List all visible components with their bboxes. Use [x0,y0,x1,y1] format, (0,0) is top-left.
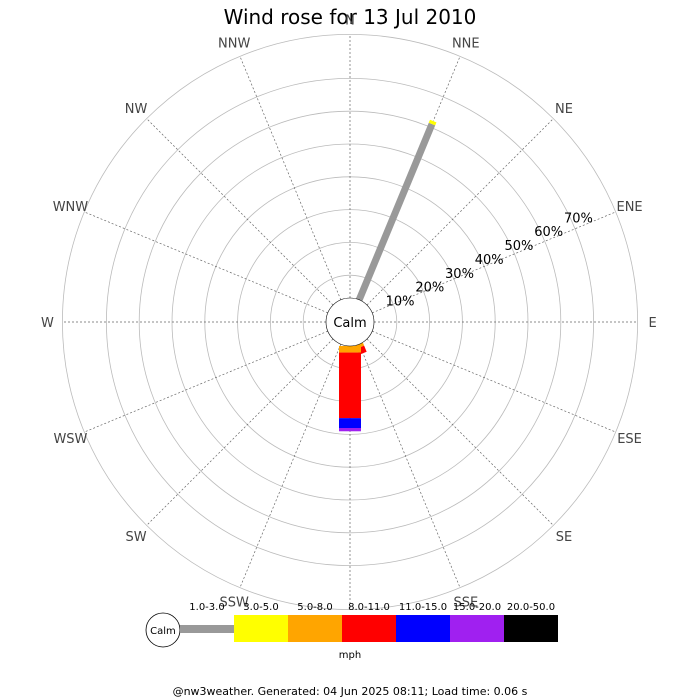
bar-s-5.0-8.0 [339,346,361,353]
grid-ring [105,77,595,567]
wind-bars [339,119,437,432]
direction-label-ese: ESE [617,432,642,447]
direction-label-wnw: WNW [53,200,89,215]
legend-swatch-1.0-3.0 [180,625,234,633]
bar-nne-1.0-3.0 [355,122,436,302]
direction-label-sse: SSE [453,596,478,611]
spoke-nnw [239,56,342,300]
pct-label-6: 60% [534,225,563,240]
legend-swatch-15.0-20.0 [450,615,504,642]
direction-label-sw: SW [125,530,146,545]
footer-text: @nw3weather. Generated: 04 Jun 2025 08:1… [173,685,528,698]
bar-s-8.0-11.0 [339,352,361,419]
direction-labels: NNNENEENEEESESESSESSSWSWWSWWWNWNWNNW [41,13,657,633]
legend-swatch-3.0-5.0 [234,615,288,642]
pct-label-3: 30% [445,267,474,282]
direction-label-e: E [648,316,656,331]
pct-label-1: 10% [386,295,415,310]
calm-circle: Calm [325,297,375,347]
grid-ring [138,110,562,534]
bar-s-15.0-20.0 [339,428,361,432]
percentage-labels: 10%20%30%40%50%60%70% [386,211,593,309]
legend-label-8.0-11.0: 8.0-11.0 [348,602,390,613]
spoke-ssw [239,344,342,588]
legend-label-11.0-15.0: 11.0-15.0 [399,602,447,613]
chart-title: Wind rose for 13 Jul 2010 [224,5,477,29]
direction-label-ene: ENE [616,200,642,215]
direction-label-w: W [41,316,54,331]
pct-label-7: 70% [564,211,593,226]
spoke-ese [372,330,616,433]
legend-label-5.0-8.0: 5.0-8.0 [297,602,332,613]
pct-label-5: 50% [504,239,533,254]
legend-swatch-11.0-15.0 [396,615,450,642]
bar-nne-3.0-5.0 [428,119,437,126]
pct-label-2: 20% [415,281,444,296]
spoke-wsw [84,330,328,433]
grid-ring [61,33,639,611]
legend-label-3.0-5.0: 3.0-5.0 [243,602,278,613]
direction-label-nne: NNE [452,36,480,51]
legend-label-15.0-20.0: 15.0-20.0 [453,602,501,613]
direction-label-nnw: NNW [218,36,250,51]
legend-swatch-20.0-50.0 [504,615,558,642]
spoke-wnw [84,211,328,314]
legend-label-1.0-3.0: 1.0-3.0 [189,602,224,613]
bar-s-11.0-15.0 [339,418,361,428]
direction-label-se: SE [556,530,572,545]
speed-legend: Calm 1.0-3.0 3.0-5.0 5.0-8.0 8.0-11.0 11.0-15… [145,602,558,648]
direction-label-nw: NW [125,102,148,117]
direction-label-wsw: WSW [53,432,87,447]
legend-calm-label: Calm [150,626,176,637]
direction-label-n: N [345,13,355,28]
legend-swatch-8.0-11.0 [342,615,396,642]
direction-label-ssw: SSW [220,596,250,611]
calm-label: Calm [333,316,366,331]
unit-label: mph [339,650,361,661]
legend-swatch-5.0-8.0 [288,615,342,642]
spoke-se [366,338,554,526]
direction-label-ne: NE [555,102,573,117]
spoke-sse [358,344,461,588]
spoke-nw [146,118,334,306]
pct-label-4: 40% [475,253,504,268]
legend-label-20.0-50.0: 20.0-50.0 [507,602,555,613]
spoke-sw [146,338,334,526]
